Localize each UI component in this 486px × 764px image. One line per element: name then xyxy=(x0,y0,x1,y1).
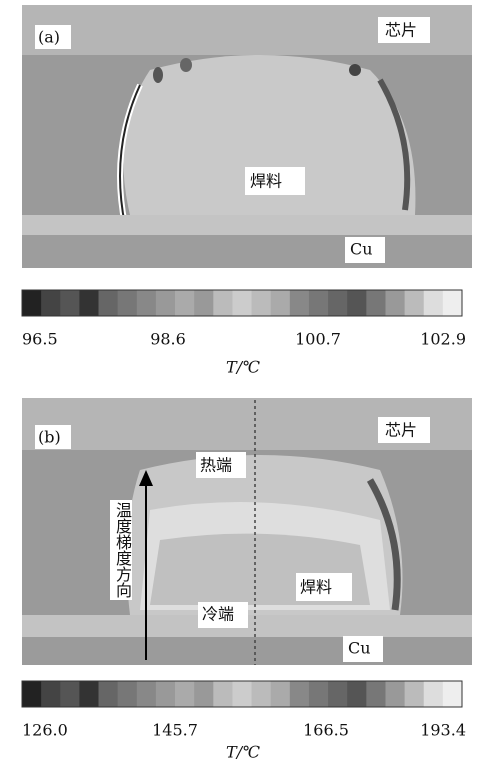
hot-end-label: 热端 xyxy=(200,456,232,475)
colorbar-step xyxy=(156,290,176,316)
colorbar-tick-label: 98.6 xyxy=(150,330,186,349)
colorbar-step xyxy=(99,290,119,316)
colorbar-step xyxy=(137,681,157,707)
colorbar-step xyxy=(194,681,214,707)
colorbar-step xyxy=(60,290,80,316)
gradient-label: 温度梯度方向 xyxy=(110,500,132,600)
panel-label: (a) xyxy=(38,28,60,47)
figure: (a) 芯片 焊料 Cu 96.5 98.6 100.7 102.9 T/℃ (… xyxy=(0,0,486,764)
colorbar-step xyxy=(347,681,367,707)
colorbar-tick-label: 96.5 xyxy=(22,330,58,349)
colorbar-step xyxy=(99,681,119,707)
cold-end-label: 冷端 xyxy=(202,605,234,624)
colorbar-step xyxy=(79,290,99,316)
colorbar-step xyxy=(156,681,176,707)
colorbar-step xyxy=(309,681,329,707)
colorbar-step xyxy=(328,290,348,316)
panel-a-image xyxy=(22,5,472,268)
colorbar-step xyxy=(328,681,348,707)
colorbar-tick-label: 102.9 xyxy=(420,330,466,349)
colorbar-step xyxy=(232,290,252,316)
figure-svg: (a) 芯片 焊料 Cu 96.5 98.6 100.7 102.9 T/℃ (… xyxy=(0,0,486,764)
colorbar-step xyxy=(252,681,272,707)
colorbar-tick-label: 145.7 xyxy=(152,721,198,740)
colorbar-step xyxy=(366,290,386,316)
colorbar-step xyxy=(366,681,386,707)
colorbar-step xyxy=(232,681,252,707)
solder-label: 焊料 xyxy=(300,578,332,597)
colorbar-step xyxy=(118,681,138,707)
colorbar-step xyxy=(213,681,233,707)
colorbar-step xyxy=(385,290,405,316)
colorbar-step xyxy=(424,290,444,316)
colorbar-step xyxy=(175,681,195,707)
colorbar-step xyxy=(271,681,291,707)
colorbar-tick-label: 193.4 xyxy=(420,721,466,740)
colorbar-tick-label: 100.7 xyxy=(295,330,341,349)
colorbar-step xyxy=(213,290,233,316)
colorbar-step xyxy=(118,290,138,316)
colorbar-step xyxy=(443,290,463,316)
cu-label: Cu xyxy=(348,639,371,658)
colorbar-step xyxy=(194,290,214,316)
solder-label: 焊料 xyxy=(250,172,282,191)
colorbar xyxy=(22,290,463,316)
colorbar-step xyxy=(41,290,61,316)
colorbar-step xyxy=(290,290,310,316)
colorbar-step xyxy=(443,681,463,707)
colorbar-step xyxy=(252,290,272,316)
colorbar-step xyxy=(41,681,61,707)
colorbar-step xyxy=(137,290,157,316)
colorbar xyxy=(22,681,463,707)
colorbar-step xyxy=(175,290,195,316)
colorbar-step xyxy=(22,290,42,316)
colorbar-axis-label: T/℃ xyxy=(226,358,260,377)
colorbar-step xyxy=(290,681,310,707)
chip-label: 芯片 xyxy=(385,21,417,40)
colorbar-step xyxy=(22,681,42,707)
panel-label: (b) xyxy=(38,428,61,447)
colorbar-step xyxy=(271,290,291,316)
colorbar-step xyxy=(385,681,405,707)
colorbar-step xyxy=(405,290,425,316)
colorbar-step xyxy=(309,290,329,316)
colorbar-step xyxy=(405,681,425,707)
chip-label: 芯片 xyxy=(385,421,417,440)
colorbar-tick-label: 166.5 xyxy=(303,721,349,740)
colorbar-tick-label: 126.0 xyxy=(22,721,68,740)
colorbar-step xyxy=(347,290,367,316)
cu-label: Cu xyxy=(350,240,373,259)
colorbar-step xyxy=(79,681,99,707)
colorbar-step xyxy=(60,681,80,707)
colorbar-axis-label: T/℃ xyxy=(226,743,260,762)
colorbar-step xyxy=(424,681,444,707)
